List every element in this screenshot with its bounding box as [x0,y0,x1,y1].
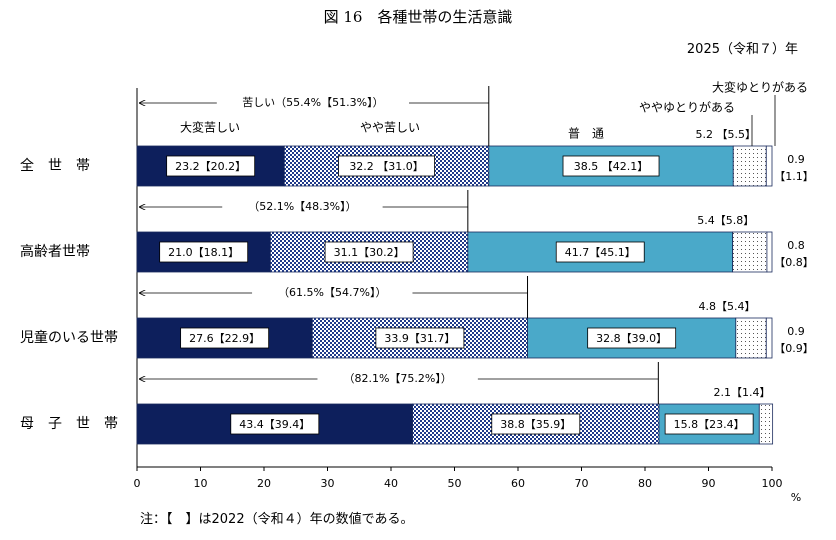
series-label-normal: 普 通 [568,127,604,141]
series-label-strong: 大変苦しい [180,120,240,135]
hardship-total-label: （52.1%【48.3%】） [248,200,356,213]
data-label-some: 31.1【30.2】 [334,246,405,259]
data-label-box [491,413,581,435]
hardship-total-label: 苦しい（55.4%【51.3%】） [242,96,383,109]
data-label-box [664,413,754,435]
category-label: 全 世 帯 [20,157,90,174]
bar-segment-great [766,231,773,273]
x-tick-label: 10 [194,477,208,490]
bar-segment-slight [758,403,774,445]
data-label-normal: 41.7【45.1】 [565,246,636,259]
data-label-strong: 21.0【18.1】 [168,246,239,259]
data-label-box [338,155,435,177]
year-label: 2025（令和７）年 [686,42,798,57]
chart-title: 図 16 各種世帯の生活意識 [323,8,513,26]
data-label-box [375,327,465,349]
data-label-great: 0.9 [787,153,805,166]
footnote: 注：【 】は2022（令和４）年の数値である。 [140,512,414,527]
data-label-normal: 32.8【39.0】 [596,332,667,345]
data-label-box [562,155,660,177]
x-tick-label: 50 [448,477,462,490]
bar-segment-great [765,317,773,359]
data-label-box [587,327,677,349]
data-label-box [166,155,256,177]
category-label: 母 子 世 帯 [20,416,118,432]
category-label: 児童のいる世帯 [20,329,118,346]
data-label-normal: 15.8【23.4】 [674,418,745,431]
x-tick-label: 0 [134,477,141,490]
series-label-some: やや苦しい [360,121,420,135]
series-label-great: 大変ゆとりがある [712,80,808,95]
data-label-strong: 43.4【39.4】 [239,418,310,431]
data-label-some: 33.9【31.7】 [384,332,455,345]
bar-segment-slight [732,145,767,187]
data-label-box [180,327,270,349]
x-tick-label: 60 [511,477,525,490]
bar-segment-slight [735,317,767,359]
data-label-great-prev: 【0.9】 [774,342,814,355]
bar-segment-some [283,145,490,187]
hardship-total-label: （82.1%【75.2%】） [343,372,451,385]
x-tick-label: 90 [702,477,716,490]
data-label-strong: 23.2【20.2】 [175,160,246,173]
data-label-slight: 4.8【5.4】 [699,300,756,313]
series-label-slight: ややゆとりがある [639,100,735,115]
data-label-strong: 27.6【22.9】 [189,332,260,345]
data-label-great-prev: 【0.8】 [774,256,814,269]
data-label-box [555,241,645,263]
hardship-total-label: （61.5%【54.7%】） [278,286,386,299]
category-label: 高齢者世帯 [20,243,90,260]
data-label-slight: 5.2 【5.5】 [696,128,756,141]
data-label-normal: 38.5 【42.1】 [574,160,648,173]
data-label-slight: 5.4【5.8】 [697,214,754,227]
data-label-box [230,413,320,435]
data-label-some: 38.8【35.9】 [500,418,571,431]
data-label-great: 0.8 [787,239,805,252]
data-label-some: 32.2 【31.0】 [349,160,423,173]
data-label-great-prev: 【1.1】 [774,170,814,183]
x-tick-label: 80 [638,477,652,490]
x-unit-label: % [791,491,801,504]
data-label-box [159,241,249,263]
x-tick-label: 100 [762,477,783,490]
data-label-box [324,241,414,263]
bar-segment-great [765,145,773,187]
x-tick-label: 70 [575,477,589,490]
x-tick-label: 40 [384,477,398,490]
data-label-slight: 2.1【1.4】 [713,386,770,399]
x-tick-label: 30 [321,477,335,490]
bar-segment-slight [732,231,768,273]
x-tick-label: 20 [257,477,271,490]
data-label-great: 0.9 [787,325,805,338]
